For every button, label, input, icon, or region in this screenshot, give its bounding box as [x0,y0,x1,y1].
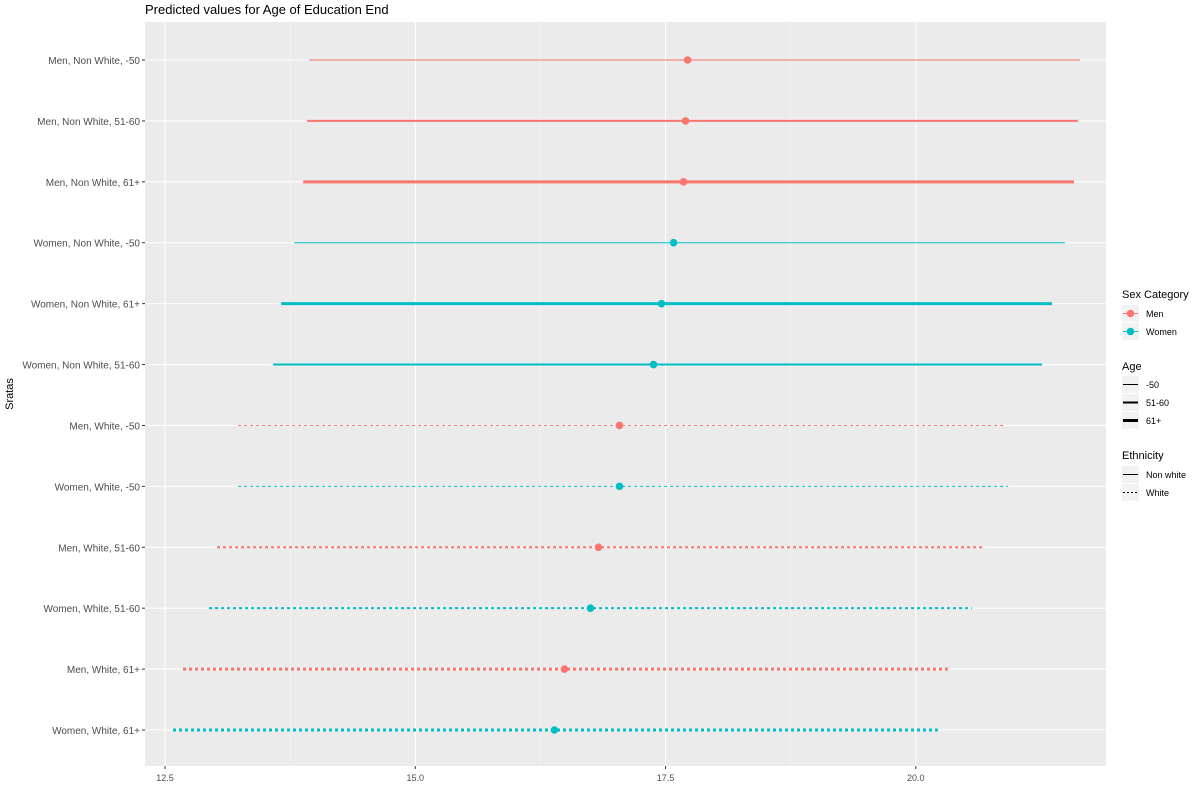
legend: Sex Category Men Women Age -50 51-60 61+ Ethnic… [1122,289,1189,501]
y-tick-label: Men, White, -50 [69,421,140,432]
x-tick-label: 12.5 [156,773,174,783]
legend-label-ethnicity: Non white [1146,470,1186,480]
estimate-point [669,238,678,247]
y-tick-label: Women, Non White, 51-60 [22,361,140,372]
plot-panel [145,22,1106,766]
x-axis: 12.5 15.0 17.5 20.0 [156,766,925,783]
y-tick-label: Men, White, 51-60 [58,543,140,554]
data-layer [173,56,1080,734]
legend-label-ethnicity: White [1146,488,1169,498]
estimate-point [560,665,569,673]
chart-title: Predicted values for Age of Education En… [145,2,389,17]
estimate-point [657,299,666,308]
legend-title-ethnicity: Ethnicity [1122,450,1164,462]
y-tick-label: Women, White, -50 [55,482,141,493]
legend-label-sex: Men [1146,309,1164,319]
legend-label-sex: Women [1146,327,1177,337]
legend-label-age: -50 [1146,380,1159,390]
estimate-point [679,178,688,186]
legend-key-point [1126,309,1135,318]
y-tick-label: Women, Non White, 61+ [31,300,140,311]
y-tick-label: Women, White, 61+ [52,726,140,737]
x-tick-label: 20.0 [907,773,925,783]
estimate-point [586,604,595,612]
y-tick-label: Women, Non White, -50 [33,239,140,250]
y-tick-label: Men, White, 61+ [67,665,140,676]
legend-key-bg [1122,484,1139,501]
estimate-point [594,543,603,552]
estimate-point [649,360,658,369]
x-tick-label: 15.0 [407,773,425,783]
estimate-point [550,726,559,734]
estimate-point [683,56,692,64]
legend-title-sex: Sex Category [1122,289,1189,301]
estimate-point [615,482,624,491]
estimate-point [681,117,690,125]
y-tick-label: Men, Non White, -50 [48,56,140,67]
y-tick-label: Women, White, 51-60 [43,604,140,615]
estimate-point [615,421,624,430]
legend-title-age: Age [1122,361,1142,373]
y-axis-title: Sratas [4,378,16,410]
y-tick-label: Men, Non White, 51-60 [37,117,140,128]
legend-key-point [1126,327,1135,336]
y-tick-labels: Men, Non White, -50 Men, Non White, 51-60… [22,56,145,737]
legend-label-age: 61+ [1146,416,1161,426]
y-tick-label: Men, Non White, 61+ [46,178,140,189]
x-tick-label: 17.5 [657,773,675,783]
legend-label-age: 51-60 [1146,398,1169,408]
